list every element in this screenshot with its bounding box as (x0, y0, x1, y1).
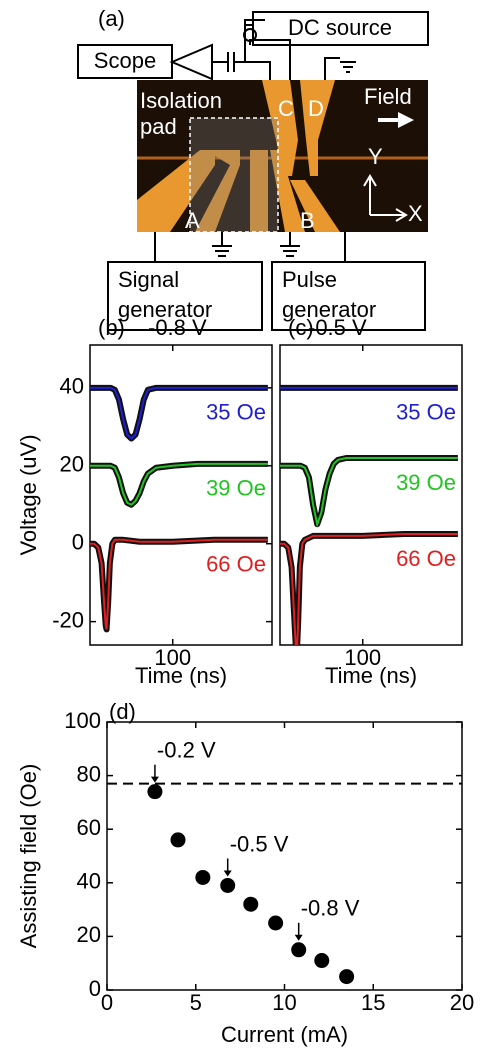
scope-label: Scope (94, 48, 156, 73)
fit-line (280, 456, 458, 528)
point (314, 953, 330, 969)
scope-box (77, 44, 173, 79)
series-label: 39 Oe (206, 476, 266, 501)
terminal-label: D (308, 96, 324, 121)
isolation-label: pad (140, 114, 177, 139)
field-label: Field (364, 84, 412, 109)
wiring (154, 19, 356, 262)
photo-labels: Isolation pad A B C D Field Y X (140, 84, 423, 233)
axis-label: X (408, 201, 423, 226)
y-tick-label: 20 (77, 922, 101, 947)
traces (90, 384, 268, 633)
x-tick-label: 20 (450, 990, 474, 1015)
x-tick-label: 5 (190, 990, 202, 1015)
y-axis-label: Voltage (uV) (16, 434, 41, 555)
dc-source-label: DC source (288, 15, 392, 40)
pulse-label: generator (282, 297, 376, 322)
panel-a: (a) DC source Scope Isolation pad A B C … (77, 6, 429, 331)
isolation-pad (189, 117, 279, 233)
x-axis-label: Time (ns) (135, 663, 227, 688)
x-tick-label: 0 (101, 990, 113, 1015)
signal-label: generator (118, 297, 212, 322)
y-tick-label: 40 (60, 374, 84, 399)
terminal-label: A (185, 208, 200, 233)
series-label: 35 Oe (396, 400, 456, 425)
field-arrow (378, 112, 414, 128)
point (291, 942, 307, 958)
annotation-arrowhead (294, 934, 303, 941)
series-label: 66 Oe (206, 552, 266, 577)
traces (280, 384, 458, 645)
y-tick-label: 0 (72, 530, 84, 555)
y-tick-label: 100 (64, 708, 101, 733)
y-tick-label: 20 (60, 452, 84, 477)
annotation-arrowhead (150, 776, 159, 783)
point (195, 869, 211, 885)
x-tick-label: 15 (361, 990, 385, 1015)
y-tick-label: 0 (89, 976, 101, 1001)
annotation: -0.8 V (301, 896, 360, 921)
panel-title: -0.8 V (148, 315, 207, 340)
fit-line (280, 532, 458, 645)
x-axis-label: Current (mA) (221, 1022, 348, 1047)
terminal-label: B (300, 208, 315, 233)
y-tick-label: 60 (77, 815, 101, 840)
x-tick-label: 100 (344, 645, 381, 670)
point (268, 915, 284, 931)
annotation: -0.2 V (157, 737, 216, 762)
fit-line (90, 386, 268, 440)
plot-frame (279, 344, 463, 646)
x-axis-label: Time (ns) (325, 663, 417, 688)
fit-line (90, 462, 268, 506)
panel-label: (d) (109, 699, 136, 724)
point (339, 969, 355, 985)
series-label: 35 Oe (206, 400, 266, 425)
isolation-label: Isolation (140, 88, 222, 113)
y-tick-label: 80 (77, 761, 101, 786)
plot-frame (89, 344, 273, 646)
point (220, 877, 236, 893)
signal-label: Signal (118, 267, 179, 292)
fit-line (90, 538, 268, 630)
series-label: 66 Oe (396, 546, 456, 571)
pulse-box (271, 261, 426, 331)
series-label: 39 Oe (396, 470, 456, 495)
x-tick-label: 100 (154, 645, 191, 670)
axes-arrows (363, 174, 408, 222)
terminal-label: C (278, 96, 294, 121)
x-tick-label: 10 (272, 990, 296, 1015)
annotation: -0.5 V (230, 831, 289, 856)
y-tick-label: -20 (52, 607, 84, 632)
signal-box (107, 261, 263, 331)
point (147, 784, 163, 800)
pulse-label: Pulse (282, 267, 337, 292)
annotation-arrowhead (223, 870, 232, 877)
panel-title: -0.5 V (308, 315, 367, 340)
panel-label: (a) (98, 6, 125, 31)
panel-label: (b) (98, 315, 125, 340)
y-tick-label: 40 (77, 869, 101, 894)
point (243, 896, 259, 912)
axis-label: Y (368, 144, 383, 169)
panel-label: (c) (288, 315, 314, 340)
point (170, 832, 186, 848)
y-axis-label: Assisting field (Oe) (16, 764, 41, 949)
